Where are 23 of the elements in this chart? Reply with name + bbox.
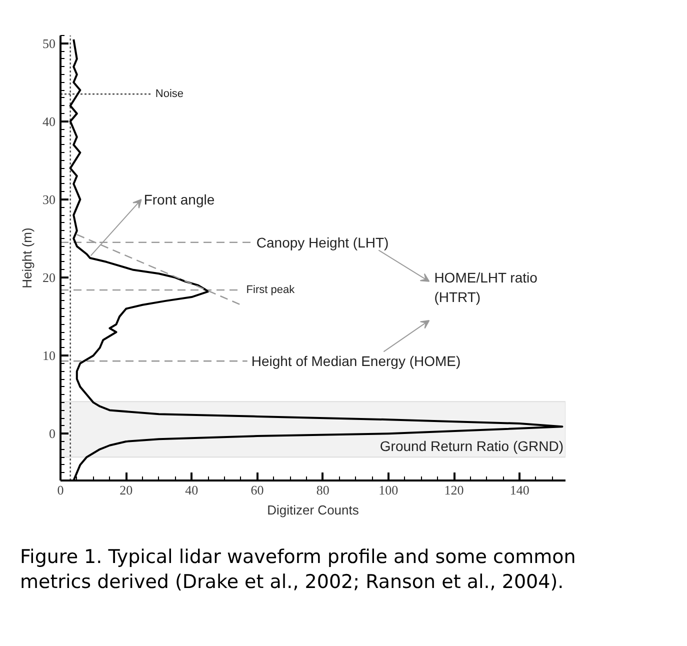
y-tick-label: 10 [42,348,56,364]
band-label: Ground Return Ratio (GRND) [380,438,564,454]
x-tick-label: 100 [378,482,398,498]
x-axis-title: Digitizer Counts [267,502,360,518]
x-tick-label: 20 [120,482,133,498]
ref-line-label: Height of Median Energy (HOME) [251,353,461,370]
y-tick-label: 30 [42,192,56,207]
x-tick-label: 60 [250,482,264,498]
y-tick-label: 20 [42,270,56,286]
x-tick-label: 120 [444,482,464,498]
x-tick-label: 80 [316,482,330,498]
x-tick-label: 140 [510,482,530,498]
y-tick-label: 0 [49,426,56,442]
y-axis-title: Height (m) [20,228,34,288]
y-tick-label: 50 [42,36,56,51]
annotation: HOME/LHT ratio (HTRT) [434,270,538,305]
caption: Figure 1. Typical lidar waveform profile and some common metrics derived (Drake et al., 2002; Ranson et al., 2004). [20,545,577,594]
y-tick-label: 40 [42,114,56,129]
annotation: Front angle [144,191,215,208]
x-tick-label: 40 [185,482,198,498]
ref-line-label: Canopy Height (LHT) [256,234,389,250]
ref-line-label: Noise [155,88,184,100]
ref-line-label: First peak [246,284,296,296]
